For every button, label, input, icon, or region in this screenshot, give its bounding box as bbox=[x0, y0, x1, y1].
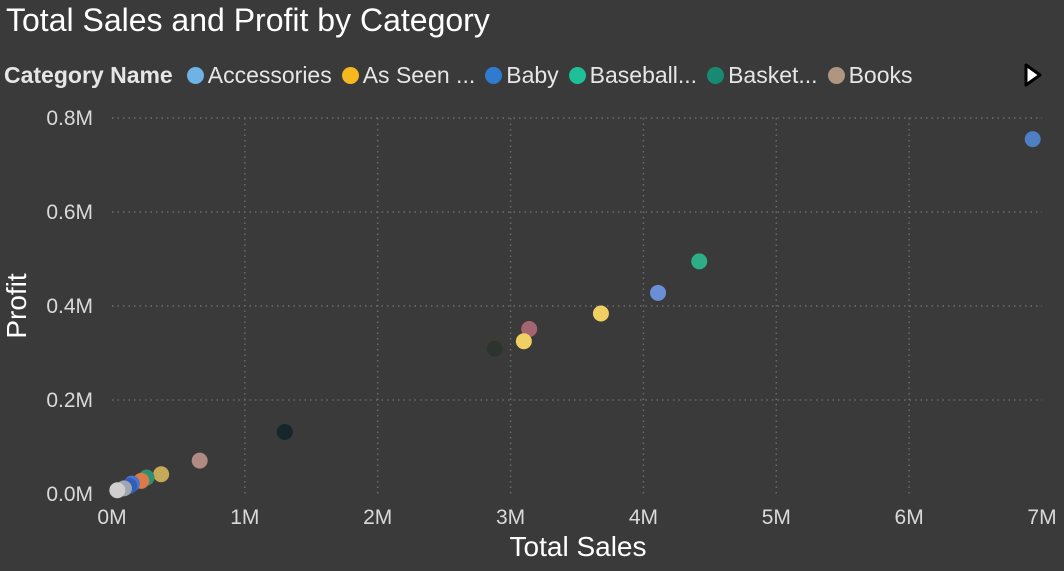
scatter-point[interactable] bbox=[1024, 131, 1041, 148]
gridlines bbox=[112, 117, 1042, 494]
scatter-point[interactable] bbox=[486, 340, 503, 357]
legend-dot-icon bbox=[568, 66, 586, 84]
x-tick-label: 2M bbox=[363, 506, 392, 529]
legend-dot-icon bbox=[707, 66, 725, 84]
data-points bbox=[109, 131, 1041, 499]
legend-title: Category Name bbox=[4, 61, 173, 88]
x-tick-label: 3M bbox=[496, 506, 525, 529]
legend-item-as-seen[interactable]: As Seen ... bbox=[341, 61, 476, 89]
y-tick-label: 0.6M bbox=[46, 201, 93, 224]
legend-item-baseball[interactable]: Baseball... bbox=[568, 61, 698, 89]
y-axis-ticks: 0.0M 0.2M 0.4M 0.6M 0.8M bbox=[46, 107, 93, 506]
legend-next-button[interactable] bbox=[1018, 60, 1048, 90]
y-axis-title: Profit bbox=[1, 273, 32, 339]
chart-title: Total Sales and Profit by Category bbox=[6, 2, 490, 38]
legend-label: Accessories bbox=[207, 61, 332, 88]
scatter-point[interactable] bbox=[153, 466, 170, 483]
legend-dot-icon bbox=[341, 66, 359, 84]
legend-dot-icon bbox=[827, 66, 845, 84]
legend-label: As Seen ... bbox=[362, 61, 476, 88]
y-tick-label: 0.0M bbox=[46, 483, 93, 506]
x-tick-label: 4M bbox=[629, 506, 658, 529]
legend-item-books[interactable]: Books bbox=[827, 61, 913, 89]
scatter-point[interactable] bbox=[650, 284, 667, 301]
scatter-point[interactable] bbox=[521, 321, 538, 338]
legend-item-accessories[interactable]: Accessories bbox=[186, 61, 332, 89]
x-axis-ticks: 0M 1M 2M 3M 4M 5M 6M 7M bbox=[97, 506, 1056, 529]
y-tick-label: 0.8M bbox=[46, 107, 93, 130]
x-tick-label: 1M bbox=[230, 506, 259, 529]
legend-dot-icon bbox=[485, 66, 503, 84]
y-tick-label: 0.2M bbox=[46, 389, 93, 412]
scatter-point[interactable] bbox=[515, 333, 532, 350]
legend-item-baby[interactable]: Baby bbox=[485, 61, 559, 89]
legend-label: Basket... bbox=[728, 61, 818, 88]
legend-dot-icon bbox=[186, 66, 204, 84]
legend-item-basket[interactable]: Basket... bbox=[707, 61, 818, 89]
y-tick-label: 0.4M bbox=[46, 295, 93, 318]
scatter-point[interactable] bbox=[691, 253, 708, 270]
x-tick-label: 0M bbox=[97, 506, 126, 529]
scatter-point[interactable] bbox=[109, 482, 126, 499]
legend-label: Baby bbox=[506, 61, 559, 88]
scatter-point[interactable] bbox=[191, 452, 208, 469]
x-tick-label: 6M bbox=[895, 506, 924, 529]
scatter-point[interactable] bbox=[592, 305, 609, 322]
x-axis-title: Total Sales bbox=[510, 531, 647, 562]
legend-label: Baseball... bbox=[589, 61, 698, 88]
legend-label: Books bbox=[848, 61, 913, 88]
scatter-point[interactable] bbox=[276, 423, 293, 440]
play-right-icon bbox=[1024, 63, 1042, 87]
x-tick-label: 5M bbox=[762, 506, 791, 529]
legend: Category Name Accessories As Seen ... Ba… bbox=[4, 60, 923, 90]
x-tick-label: 7M bbox=[1027, 506, 1056, 529]
